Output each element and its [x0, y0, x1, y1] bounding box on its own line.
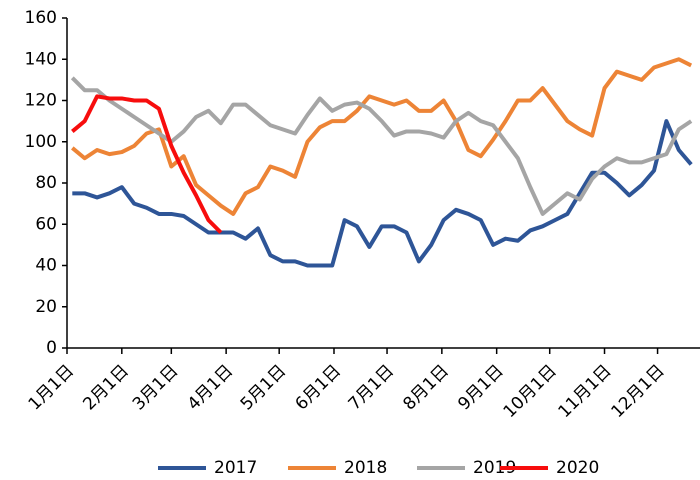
plot-lines: [70, 57, 693, 268]
x-tick-label: 5月1日: [237, 361, 290, 414]
y-tick-label: 160: [25, 8, 57, 28]
x-tick-label: 4月1日: [184, 361, 237, 414]
y-tick-label: 60: [35, 214, 57, 234]
x-tick-label: 6月1日: [292, 361, 345, 414]
y-tick-label: 100: [25, 132, 57, 152]
x-tick-label: 3月1日: [129, 361, 182, 414]
y-tick-label: 0: [46, 338, 57, 358]
series-line: [71, 94, 223, 234]
series-line: [72, 119, 693, 268]
legend-label: 2018: [344, 458, 387, 478]
y-tick-label: 140: [25, 49, 57, 69]
x-tick-label: 12月1日: [608, 361, 669, 422]
series-line: [70, 76, 693, 216]
x-tick-label: 7月1日: [345, 361, 398, 414]
y-tick-label: 20: [35, 297, 57, 317]
x-tick-label: 2月1日: [79, 361, 132, 414]
y-tick-label: 80: [35, 173, 57, 193]
x-tick-label: 10月1日: [500, 361, 561, 422]
x-tick-label: 11月1日: [554, 361, 615, 422]
x-tick-label: 8月1日: [399, 361, 452, 414]
legend-label: 2017: [214, 458, 257, 478]
legend-label: 2019: [473, 458, 516, 478]
x-tick-label: 1月1日: [25, 361, 78, 414]
legend-label: 2020: [556, 458, 599, 478]
series-line: [71, 57, 693, 216]
y-tick-label: 120: [25, 91, 57, 111]
x-tick-label: 9月1日: [454, 361, 507, 414]
y-tick-label: 40: [35, 256, 57, 276]
